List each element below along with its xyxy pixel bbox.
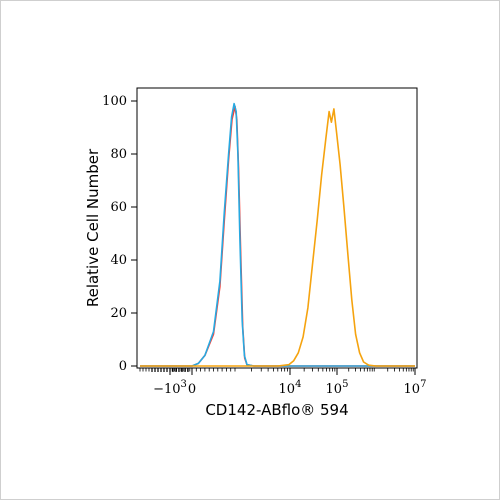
y-tick-label: 40	[110, 253, 127, 268]
y-tick-label: 80	[110, 147, 127, 162]
histogram-series-1	[140, 105, 415, 367]
y-axis-title: Relative Cell Number	[84, 148, 102, 307]
histogram-series-2	[140, 102, 415, 367]
x-tick-label: −103	[153, 379, 187, 397]
x-axis-title-main: CD142-ABflo	[205, 401, 300, 419]
y-tick-label: 100	[102, 94, 127, 109]
histogram-curves	[140, 102, 415, 367]
y-tick-label: 0	[119, 359, 127, 374]
histogram-series-3	[140, 108, 415, 367]
x-tick-label: 107	[404, 379, 427, 397]
x-tick-label: 105	[326, 379, 349, 397]
y-tick-label: 20	[110, 306, 127, 321]
x-axis-title: CD142-ABflo® 594	[205, 401, 348, 419]
x-tick-label: 0	[188, 382, 196, 397]
x-tick-label: 104	[279, 379, 302, 397]
y-tick-label: 60	[110, 200, 127, 215]
plot-area	[136, 87, 418, 369]
x-axis-title-suffix: ® 594	[300, 401, 348, 419]
